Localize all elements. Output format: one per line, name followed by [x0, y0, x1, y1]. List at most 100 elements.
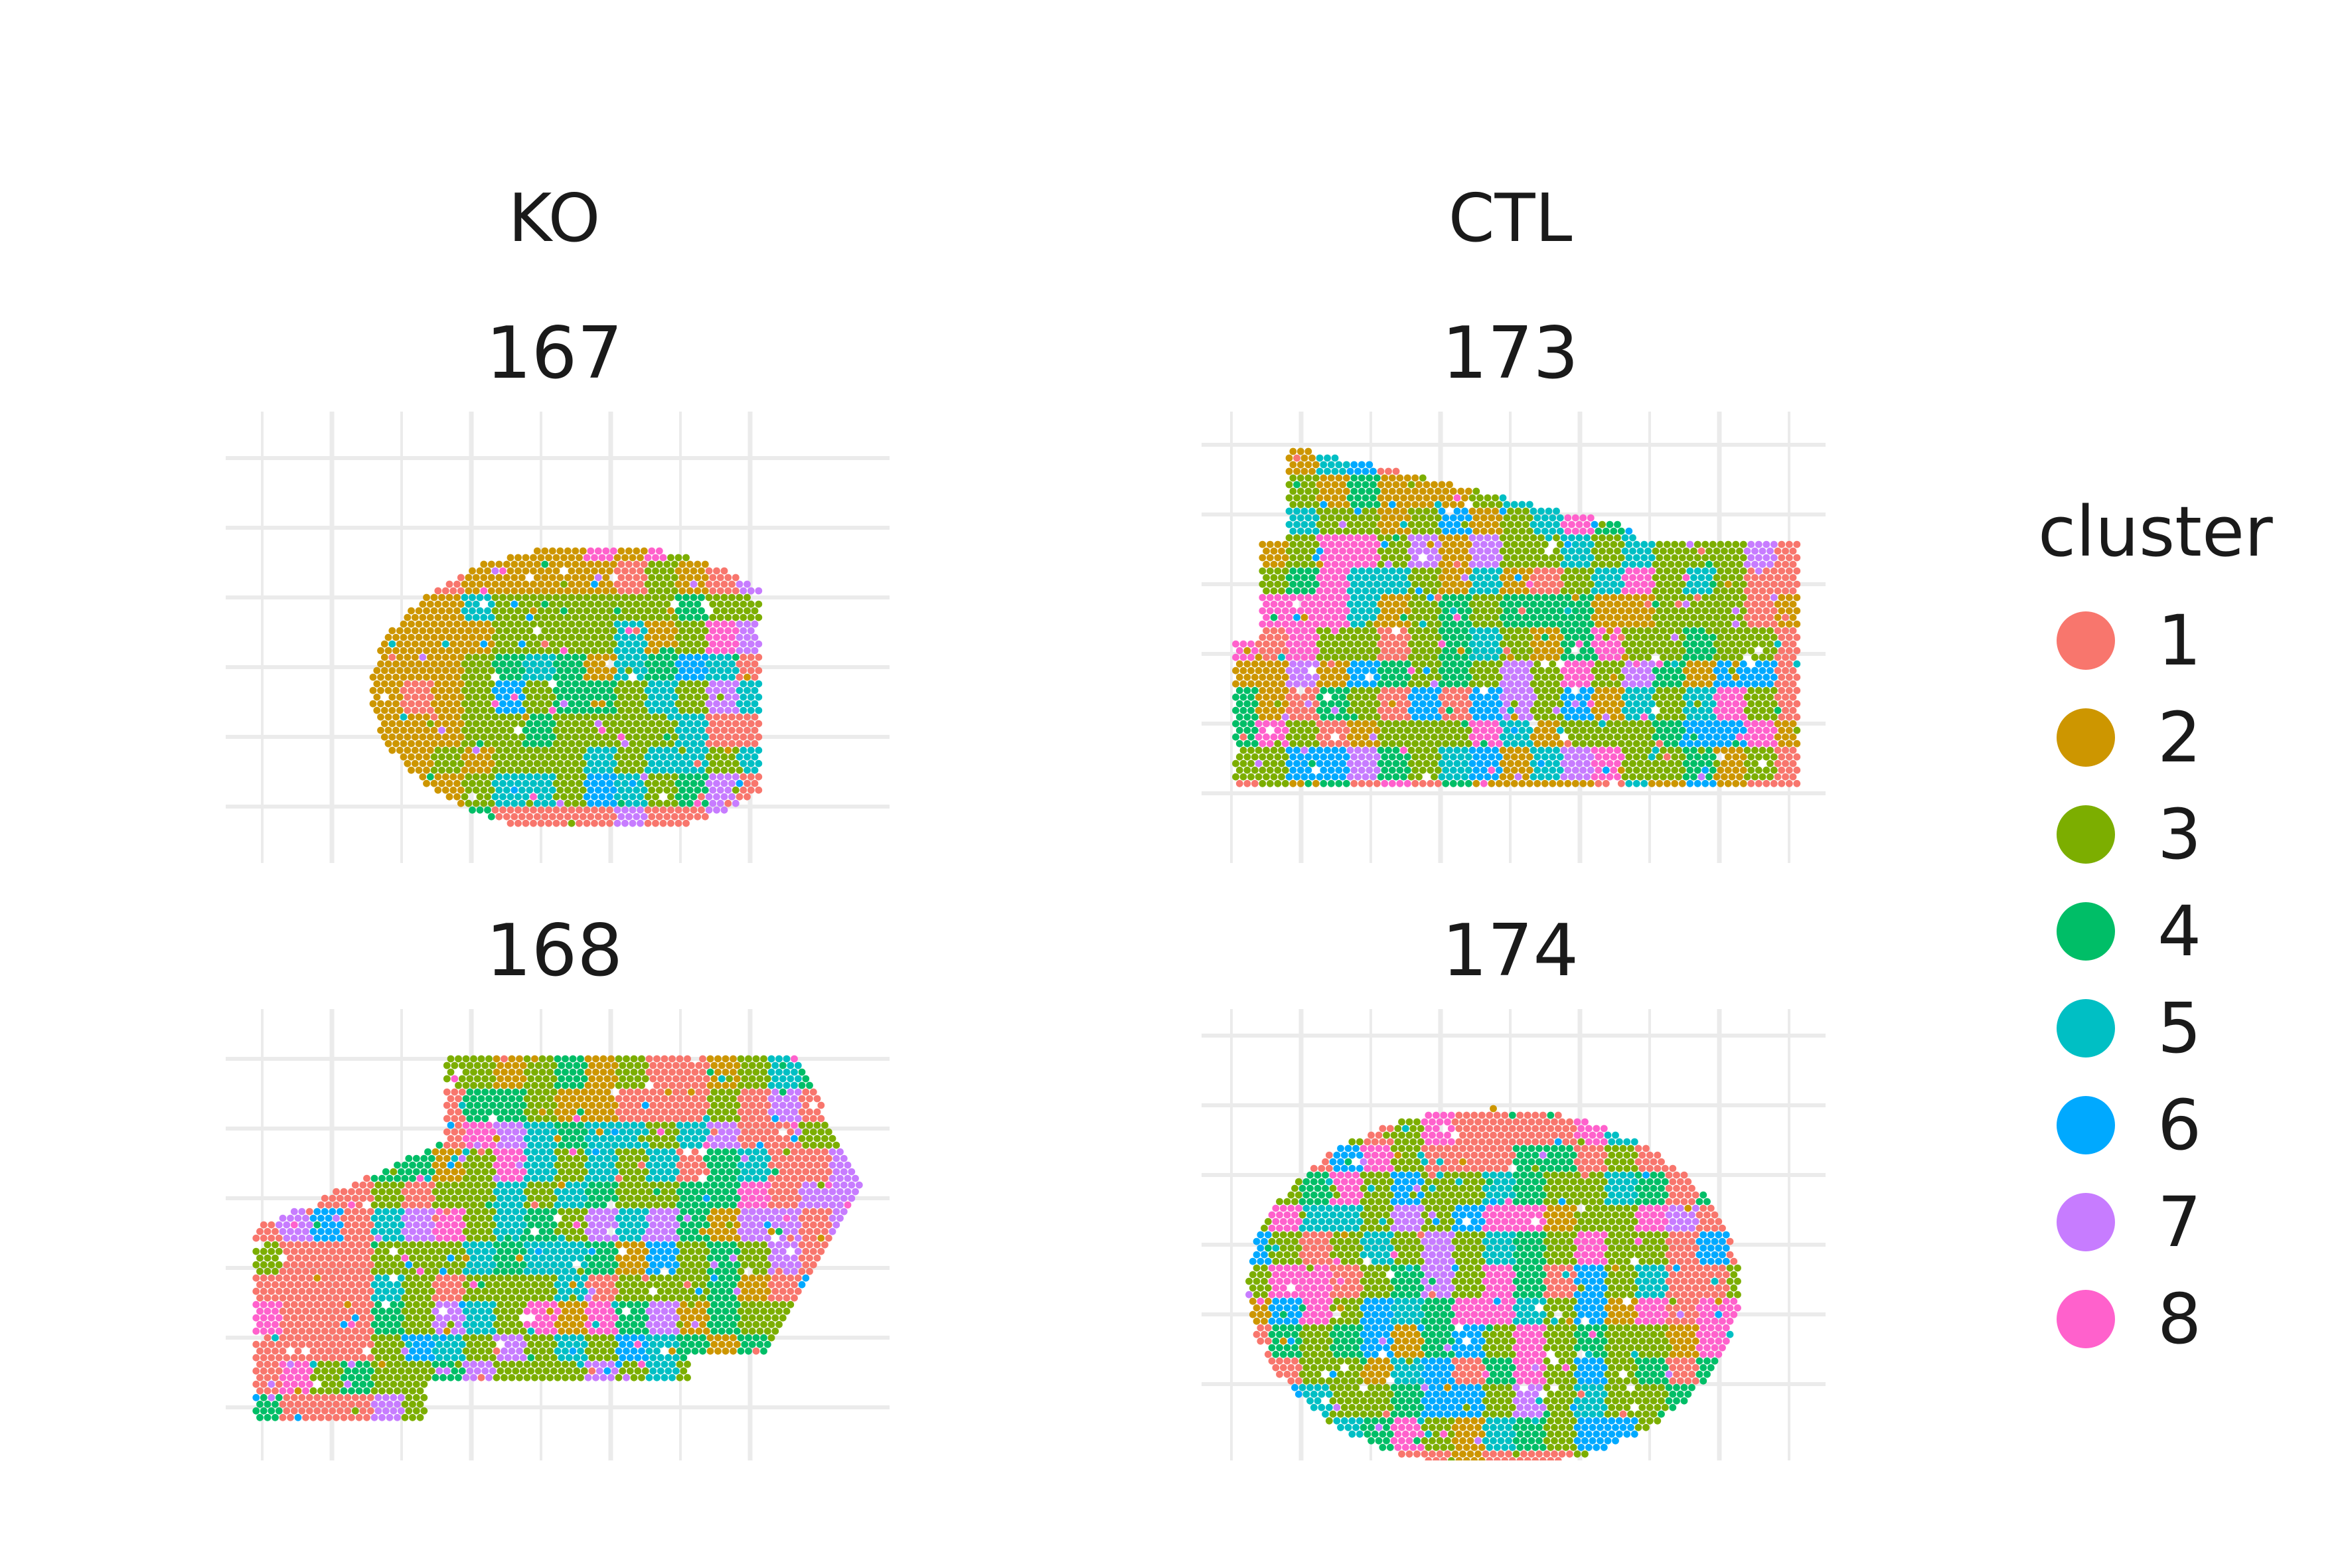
spot [701, 680, 709, 688]
spot [726, 1327, 734, 1335]
spot [420, 1261, 428, 1269]
spot [775, 1307, 783, 1315]
spot [670, 613, 678, 621]
spot [495, 706, 503, 714]
spot [733, 1181, 741, 1189]
spot [619, 1088, 627, 1096]
spot [821, 1227, 828, 1235]
spot [510, 746, 518, 754]
spot [397, 1354, 405, 1362]
spot [763, 1101, 771, 1109]
spot [542, 1234, 550, 1242]
spot [321, 1407, 329, 1415]
spot [751, 660, 759, 668]
spot [477, 1241, 485, 1249]
spot [329, 1274, 337, 1282]
spot [384, 726, 392, 734]
spot [687, 1261, 695, 1269]
spot [698, 633, 705, 641]
spot [541, 666, 549, 674]
spot [710, 1128, 718, 1136]
spot [645, 1360, 653, 1368]
spot [305, 1354, 313, 1362]
spot [491, 567, 499, 575]
spot [710, 1287, 718, 1295]
spot [733, 1274, 741, 1282]
spot [771, 1300, 779, 1308]
spot [363, 1360, 370, 1368]
spot [564, 613, 572, 621]
spot [744, 766, 751, 774]
spot [737, 1108, 745, 1116]
spot [653, 1227, 661, 1235]
spot [657, 1088, 665, 1096]
spot [329, 1327, 337, 1335]
spot [587, 773, 595, 781]
spot [538, 1081, 546, 1089]
spot [317, 1267, 325, 1275]
spot [508, 1055, 516, 1063]
spot [640, 720, 648, 728]
spot [609, 680, 617, 688]
spot [302, 1241, 309, 1249]
spot [264, 1400, 272, 1408]
spot [523, 1307, 531, 1315]
spot [713, 700, 720, 708]
spot [682, 620, 690, 628]
spot [676, 1188, 684, 1196]
spot [568, 607, 576, 615]
spot [287, 1334, 294, 1342]
spot [504, 1115, 512, 1123]
spot [644, 660, 652, 668]
spot [775, 1148, 783, 1156]
spot [374, 1261, 382, 1269]
spot [594, 813, 602, 821]
spot [728, 580, 736, 588]
spot [473, 1247, 481, 1255]
spot [533, 640, 541, 648]
spot [388, 666, 396, 674]
spot [565, 1208, 573, 1215]
spot [713, 593, 720, 601]
spot [665, 1115, 672, 1123]
spot [684, 1373, 691, 1381]
spot [470, 1161, 477, 1169]
spot [817, 1154, 825, 1162]
spot [530, 593, 537, 601]
spot [457, 666, 465, 674]
spot [577, 1068, 584, 1076]
spot [760, 1135, 767, 1142]
spot [686, 666, 694, 674]
spot [695, 1234, 703, 1242]
spot [445, 633, 453, 641]
spot [791, 1148, 798, 1156]
spot [405, 1247, 413, 1255]
spot [751, 779, 759, 787]
spot [576, 620, 583, 628]
spot [733, 1154, 741, 1162]
spot [652, 647, 659, 655]
spot [268, 1327, 275, 1335]
spot [621, 793, 629, 801]
spot [623, 1267, 630, 1275]
spot [378, 1400, 386, 1408]
spot [336, 1208, 344, 1215]
spot [455, 1121, 462, 1129]
spot [378, 1214, 386, 1222]
spot [568, 740, 576, 747]
spot [724, 786, 732, 794]
spot [268, 1354, 275, 1362]
spot [756, 1088, 764, 1096]
spot [507, 726, 514, 734]
spot [684, 1174, 691, 1182]
spot [522, 713, 530, 721]
spot [501, 1108, 508, 1116]
spot [550, 1088, 558, 1096]
spot [645, 1254, 653, 1262]
spot [554, 1254, 562, 1262]
spot [445, 686, 453, 694]
spot [568, 700, 576, 708]
spot [747, 613, 755, 621]
spot [419, 706, 427, 714]
spot [359, 1261, 367, 1269]
